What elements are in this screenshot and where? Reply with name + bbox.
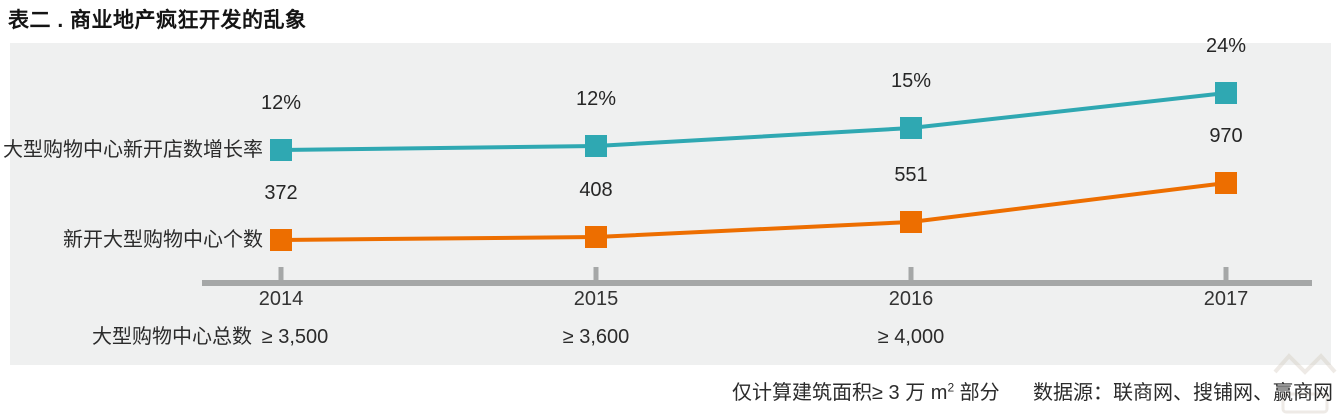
data-label-new-malls-2016: 551 bbox=[894, 164, 928, 186]
series-label-growth-rate: 大型购物中心新开店数增长率 bbox=[3, 139, 263, 161]
chart-panel bbox=[10, 43, 1331, 365]
footnote-text: 仅计算建筑面积≥ 3 万 m bbox=[732, 382, 948, 404]
data-label-growth-rate-2014: 12% bbox=[260, 92, 302, 114]
data-source: 数据源：联商网、搜铺网、赢商网 bbox=[1033, 382, 1333, 404]
data-label-growth-rate-2015: 12% bbox=[575, 88, 617, 110]
footnote-superscript: 2 bbox=[947, 380, 955, 395]
data-label-growth-rate-2017: 24% bbox=[1205, 35, 1247, 57]
totals-value-2015: ≥ 3,600 bbox=[562, 326, 630, 348]
totals-row-label: 大型购物中心总数 bbox=[92, 326, 252, 348]
data-label-growth-rate-2016: 15% bbox=[890, 70, 932, 92]
watermark-logo bbox=[1273, 353, 1337, 414]
x-axis-label-2014: 2014 bbox=[258, 288, 304, 310]
data-label-new-malls-2015: 408 bbox=[579, 179, 613, 201]
x-axis-label-2015: 2015 bbox=[573, 288, 619, 310]
data-label-new-malls-2014: 372 bbox=[264, 182, 298, 204]
page-title: 表二 . 商业地产疯狂开发的乱象 bbox=[8, 9, 307, 32]
footnote: 仅计算建筑面积≥ 3 万 m2 部分 bbox=[732, 381, 1000, 405]
data-label-new-malls-2017: 970 bbox=[1209, 125, 1243, 147]
x-axis-label-2016: 2016 bbox=[888, 288, 934, 310]
totals-value-2014: ≥ 3,500 bbox=[261, 326, 329, 348]
series-label-new-malls: 新开大型购物中心个数 bbox=[63, 229, 263, 251]
x-axis-label-2017: 2017 bbox=[1203, 288, 1249, 310]
totals-value-2016: ≥ 4,000 bbox=[877, 326, 945, 348]
footnote-suffix: 部分 bbox=[954, 382, 1000, 404]
